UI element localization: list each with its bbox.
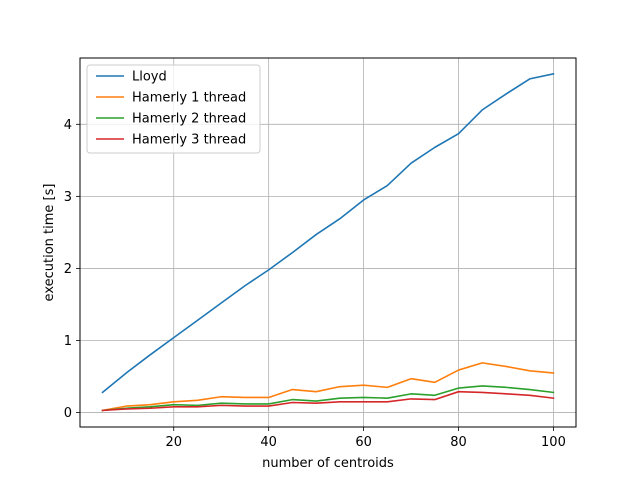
legend-label-hamerly-3-thread: Hamerly 3 thread <box>132 133 246 148</box>
y-axis-label: execution time [s] <box>42 184 57 302</box>
axis-ticks: 20 40 60 80 100 0 1 2 3 4 <box>64 118 566 450</box>
x-tick-label: 40 <box>260 435 277 450</box>
x-tick-label: 60 <box>355 435 372 450</box>
x-tick-label: 100 <box>541 435 566 450</box>
legend-label-hamerly-2-thread: Hamerly 2 thread <box>132 112 246 127</box>
y-tick-label: 0 <box>64 406 72 421</box>
x-tick-label: 20 <box>165 435 182 450</box>
legend: Lloyd Hamerly 1 thread Hamerly 2 thread Ham… <box>86 64 261 154</box>
legend-box <box>86 64 261 154</box>
series-line-hamerly-3-thread <box>101 390 555 412</box>
y-tick-label: 3 <box>64 190 72 205</box>
y-tick-label: 1 <box>64 334 72 349</box>
plot-frame <box>79 57 577 428</box>
series-line-hamerly-1-thread <box>101 362 555 412</box>
series-line-lloyd <box>101 72 555 394</box>
y-tick-label: 4 <box>64 118 72 133</box>
series-line-hamerly-2-thread <box>101 385 555 412</box>
grid-lines <box>80 58 576 427</box>
legend-label-lloyd: Lloyd <box>132 70 167 85</box>
series-lines <box>101 72 555 412</box>
y-tick-label: 2 <box>64 262 72 277</box>
x-tick-label: 80 <box>450 435 467 450</box>
legend-label-hamerly-1-thread: Hamerly 1 thread <box>132 91 246 106</box>
x-axis-label: number of centroids <box>262 456 394 471</box>
